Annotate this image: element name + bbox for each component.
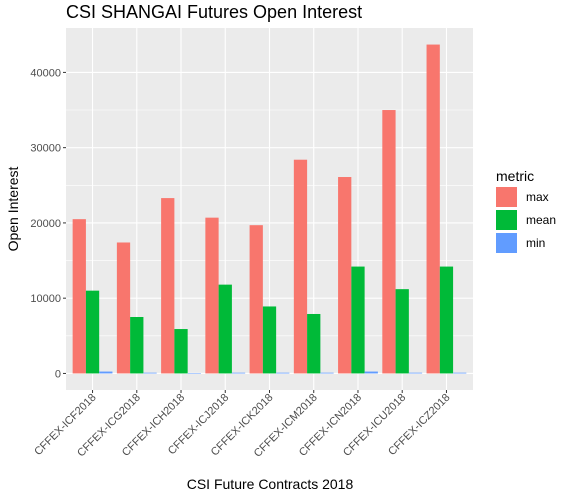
bar-min-1 <box>99 371 113 374</box>
x-axis-title: CSI Future Contracts 2018 <box>187 476 354 492</box>
legend: metric max mean min <box>496 168 556 253</box>
legend-title: metric <box>496 168 534 184</box>
bar-min-2 <box>143 372 157 374</box>
bar-max-6 <box>293 159 308 374</box>
bar-max-2 <box>116 242 131 374</box>
y-tick-label: 20000 <box>30 218 61 230</box>
bar-min-9 <box>453 372 467 374</box>
bar-max-5 <box>249 225 263 374</box>
legend-label-min: min <box>526 236 545 250</box>
x-axis: CFFEX-ICF2018CFFEX-ICG2018CFFEX-ICH2018C… <box>32 390 453 460</box>
legend-key-mean <box>496 210 517 230</box>
legend-label-mean: mean <box>526 213 556 227</box>
bar-min-3 <box>187 373 201 374</box>
bar-max-3 <box>161 198 175 374</box>
bar-min-5 <box>276 372 290 374</box>
bar-mean-1 <box>85 290 100 374</box>
bar-max-7 <box>338 177 352 374</box>
bar-min-7 <box>364 371 378 374</box>
y-axis: 0 10000 20000 30000 40000 <box>30 67 66 380</box>
bar-min-4 <box>231 372 246 374</box>
bar-max-8 <box>382 110 396 374</box>
y-tick-label: 0 <box>55 368 61 380</box>
bar-mean-9 <box>439 266 454 374</box>
legend-label-max: max <box>526 190 549 204</box>
chart-title: CSI SHANGAI Futures Open Interest <box>66 2 362 22</box>
bar-mean-6 <box>307 313 321 374</box>
legend-key-max <box>496 187 517 207</box>
bar-max-4 <box>205 217 219 374</box>
bar-min-6 <box>320 372 334 374</box>
y-tick-label: 30000 <box>30 143 61 155</box>
bar-mean-4 <box>218 284 232 374</box>
bar-max-9 <box>426 44 440 374</box>
bar-mean-3 <box>174 329 188 374</box>
bar-max-1 <box>72 219 86 374</box>
legend-key-min <box>496 233 517 253</box>
y-tick-label: 10000 <box>30 293 61 305</box>
bar-mean-5 <box>262 306 277 374</box>
bar-mean-7 <box>351 266 365 374</box>
bars <box>72 44 467 374</box>
bar-mean-8 <box>395 289 409 374</box>
y-tick-label: 40000 <box>30 67 61 79</box>
bar-min-8 <box>408 372 423 374</box>
bar-mean-2 <box>130 316 144 374</box>
y-axis-title: Open Interest <box>5 166 21 251</box>
